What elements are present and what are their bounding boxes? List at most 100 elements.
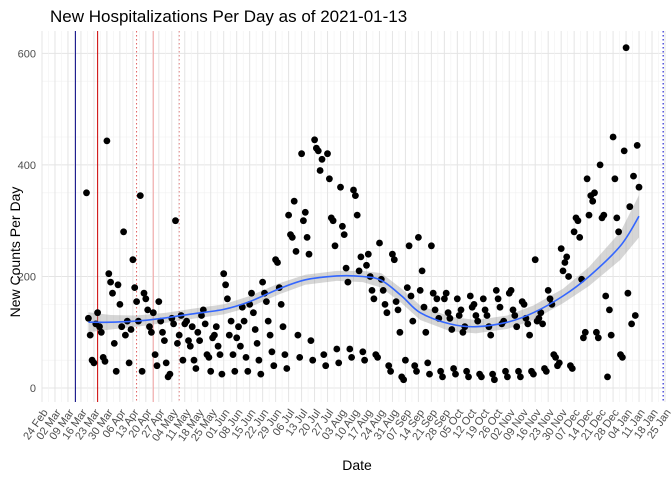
- data-point: [118, 323, 126, 331]
- data-point: [314, 147, 322, 155]
- data-point: [517, 373, 524, 381]
- data-point: [452, 370, 459, 378]
- data-point: [379, 287, 387, 294]
- data-point: [450, 365, 457, 372]
- grid-lines: [41, 31, 666, 402]
- data-point: [316, 167, 324, 174]
- x-axis-label: Date: [342, 457, 372, 473]
- data-point: [487, 331, 495, 339]
- data-point: [424, 359, 432, 367]
- data-point: [389, 250, 396, 258]
- y-tick-label: 400: [18, 160, 36, 172]
- data-point: [259, 278, 266, 286]
- data-point: [374, 354, 381, 361]
- data-point: [481, 306, 489, 314]
- data-point: [504, 373, 511, 381]
- data-point: [190, 356, 198, 364]
- data-point: [285, 211, 292, 219]
- data-point: [565, 273, 572, 280]
- data-point: [253, 340, 261, 347]
- data-point: [294, 331, 302, 339]
- data-point: [214, 342, 222, 350]
- data-point: [633, 142, 641, 149]
- data-point: [116, 301, 124, 308]
- data-point: [524, 320, 532, 328]
- data-point: [301, 208, 309, 216]
- data-point: [420, 303, 428, 311]
- smooth-confidence-band: [88, 195, 639, 334]
- data-point: [305, 250, 313, 258]
- data-point: [585, 211, 593, 219]
- data-point: [96, 323, 103, 331]
- data-point: [400, 376, 407, 384]
- data-point: [407, 292, 415, 300]
- data-point: [479, 295, 487, 303]
- data-point: [233, 334, 241, 342]
- data-point: [288, 234, 296, 241]
- data-point: [225, 331, 233, 339]
- data-point: [474, 317, 482, 325]
- data-point: [250, 309, 257, 317]
- data-point: [604, 373, 611, 381]
- data-point: [237, 342, 244, 350]
- data-point: [418, 267, 426, 275]
- data-point: [340, 231, 348, 239]
- data-point: [307, 337, 315, 344]
- data-point: [626, 203, 634, 211]
- data-point: [574, 217, 582, 225]
- data-point: [309, 356, 317, 364]
- data-point: [114, 281, 122, 289]
- data-point: [381, 301, 389, 308]
- data-point: [496, 303, 504, 311]
- data-point: [350, 186, 357, 194]
- data-point: [311, 136, 318, 144]
- data-point: [561, 259, 569, 266]
- data-point: [144, 306, 152, 314]
- data-point: [242, 354, 250, 361]
- data-point: [97, 328, 105, 336]
- data-point: [331, 242, 339, 250]
- data-point: [355, 267, 363, 275]
- data-point: [413, 367, 420, 375]
- y-tick-label: 200: [18, 271, 36, 283]
- data-point: [492, 287, 500, 294]
- data-point: [218, 370, 226, 378]
- data-point: [635, 183, 643, 191]
- data-point: [426, 370, 433, 378]
- data-point: [483, 312, 491, 319]
- data-point: [166, 370, 174, 378]
- y-axis-label: New Counts Per Day: [7, 187, 23, 318]
- data-point: [142, 295, 150, 303]
- data-point: [353, 211, 361, 219]
- data-point: [264, 317, 272, 325]
- data-point: [105, 270, 113, 278]
- data-point: [352, 192, 359, 200]
- data-point: [136, 192, 144, 200]
- data-point: [300, 217, 307, 225]
- data-point: [109, 289, 116, 297]
- data-point: [90, 359, 98, 367]
- data-point: [175, 331, 183, 339]
- data-point: [255, 356, 263, 364]
- data-point: [615, 228, 622, 236]
- data-point: [472, 312, 480, 319]
- data-point: [555, 359, 563, 367]
- data-point: [463, 367, 470, 375]
- data-point: [405, 242, 413, 250]
- data-point: [235, 323, 242, 331]
- data-point: [415, 234, 422, 241]
- data-point: [94, 309, 101, 317]
- data-point: [509, 306, 517, 314]
- data-points: [83, 44, 643, 384]
- data-point: [296, 354, 304, 361]
- data-point: [607, 331, 615, 339]
- data-point: [631, 312, 639, 319]
- data-point: [594, 334, 602, 342]
- data-point: [251, 326, 259, 333]
- data-point: [162, 359, 170, 367]
- data-point: [322, 362, 330, 370]
- data-point: [489, 370, 496, 378]
- data-point: [361, 356, 368, 364]
- data-point: [459, 328, 467, 336]
